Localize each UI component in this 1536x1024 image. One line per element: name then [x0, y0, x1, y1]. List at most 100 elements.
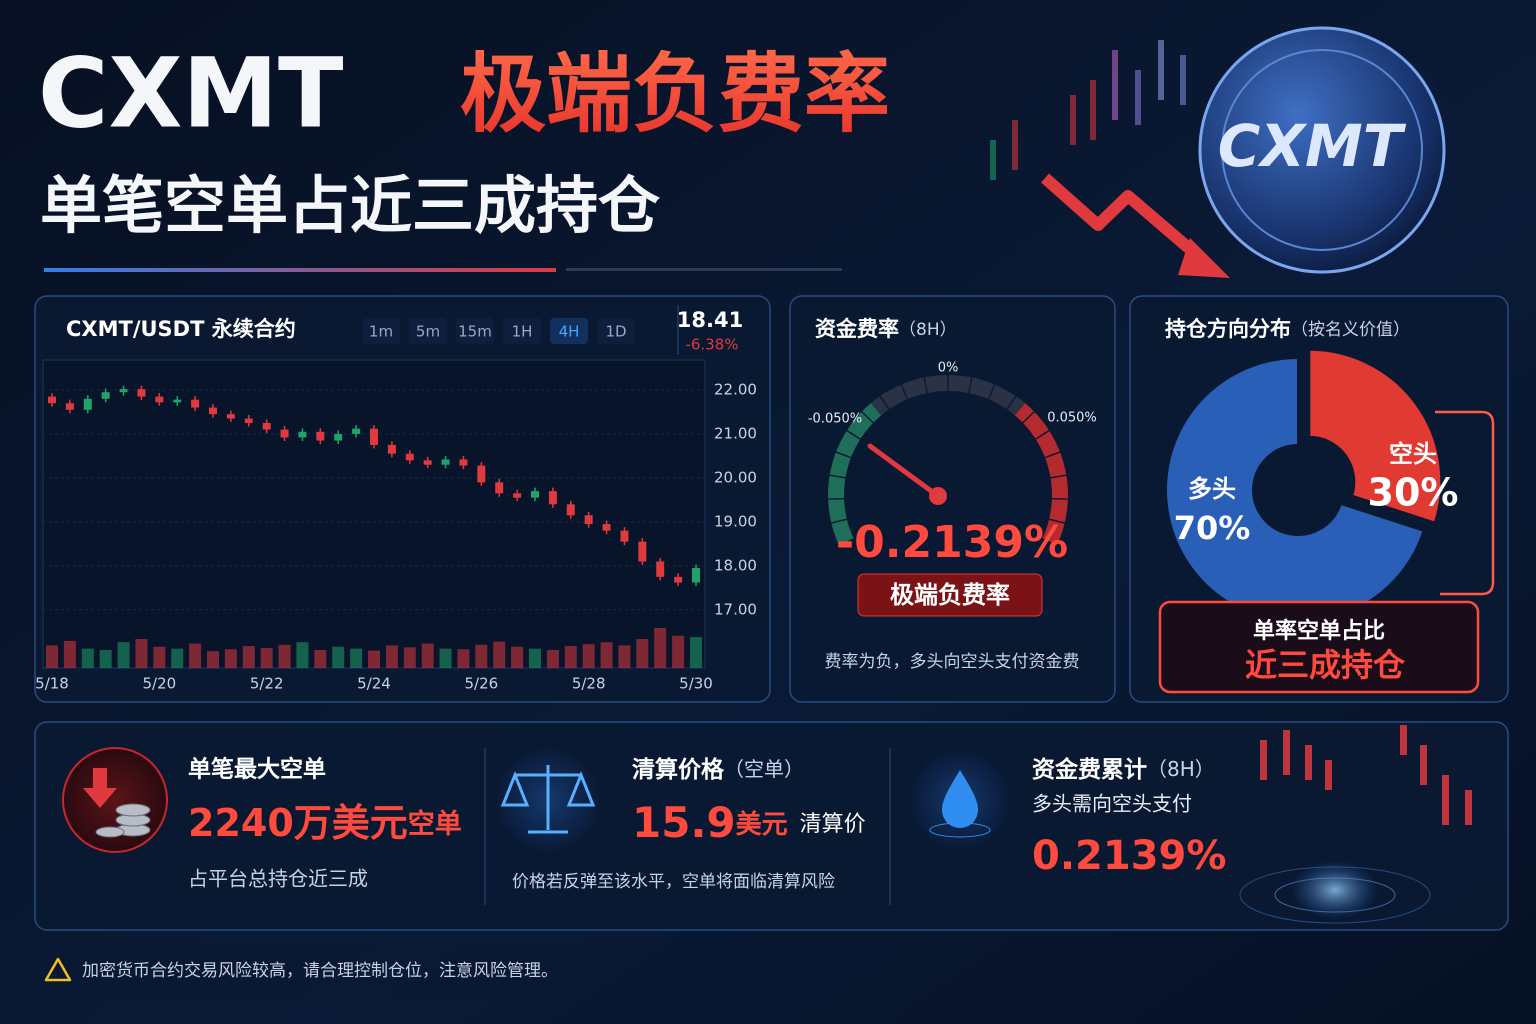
volume-bar [618, 645, 631, 668]
candle-body [692, 568, 700, 583]
position-title-note: （按名义价值） [1291, 320, 1410, 340]
candle-body [191, 399, 200, 408]
candle-body [584, 515, 593, 525]
card-subtitle: 多头需向空头支付 [1032, 792, 1192, 816]
price-change: -6.38% [685, 336, 738, 354]
gauge-label: 0.050% [1047, 411, 1097, 426]
gauge-needle [867, 443, 941, 499]
candle-body [48, 396, 56, 404]
volume-bar [153, 646, 166, 668]
volume-bar [439, 648, 452, 668]
callout-value: 近三成持仓 [1245, 646, 1406, 684]
disclaimer: 加密货币合约交易风险较高，请合理控制仓位，注意风险管理。 [82, 961, 558, 981]
timeframe-button[interactable] [550, 318, 588, 344]
position-title: 持仓方向分布（按名义价值） [1165, 317, 1410, 341]
candle-body [531, 491, 539, 498]
candle-body [316, 431, 325, 441]
volume-bar [189, 643, 202, 668]
timeframe-label[interactable]: 5m [416, 323, 440, 341]
donut-slice [1308, 348, 1443, 524]
volume-bar [117, 642, 130, 668]
candle-body [441, 459, 450, 465]
volume-bar [63, 640, 76, 668]
underline-gray [566, 268, 842, 271]
gauge-label: -0.050% [808, 412, 862, 427]
timeframe-button[interactable] [456, 318, 494, 344]
gauge-tick [923, 377, 929, 394]
gauge-tick [1048, 518, 1065, 524]
gauge-tick [828, 497, 845, 500]
gauge-tick [967, 377, 973, 394]
timeframe-button[interactable] [362, 318, 400, 344]
badge [857, 573, 1043, 617]
candle-body [334, 433, 343, 441]
candle-body [459, 459, 468, 466]
candle-body [280, 429, 289, 438]
disclaimer-bar [35, 945, 595, 995]
underline [44, 268, 556, 272]
candle-body [387, 444, 396, 454]
volume-bar [171, 648, 184, 668]
y-tick-label: 18.00 [714, 556, 757, 574]
volume-bar [135, 638, 148, 668]
gauge-tick [1035, 429, 1050, 440]
icon-drop [942, 770, 978, 828]
card-value-unit: 美元 [736, 809, 788, 840]
volume-bar [278, 644, 291, 668]
gauge-tick [1050, 474, 1067, 479]
gauge-tick [835, 451, 852, 459]
x-tick-label: 5/18 [35, 675, 69, 693]
volume-bar [582, 644, 595, 668]
stats-panel [34, 721, 1509, 931]
volume-bar [672, 635, 685, 668]
candle-body [137, 389, 146, 397]
icon-coins [95, 803, 151, 838]
timeframe-label[interactable]: 1D [605, 323, 626, 341]
timeframe-label[interactable]: 4H [559, 323, 580, 341]
candle-body [620, 530, 629, 542]
candle-body [226, 414, 235, 419]
gauge-hub [929, 487, 947, 505]
volume-bar [690, 637, 702, 668]
badge-text: 极端负费率 [890, 581, 1010, 609]
icon-scale [500, 765, 596, 834]
card-title-note: （8H） [1147, 757, 1215, 781]
volume-bar [242, 646, 255, 668]
timeframe-button[interactable] [409, 318, 447, 344]
gauge-tick [1041, 538, 1058, 547]
timeframe-button[interactable] [503, 318, 541, 344]
slice-value: 70% [1174, 509, 1251, 547]
plot-area [42, 359, 706, 669]
gauge-tick [861, 411, 874, 424]
volume-bar [529, 648, 541, 668]
headline: 极端负费率 [460, 44, 890, 144]
card-note: 占平台总持仓近三成 [188, 867, 368, 891]
timeframe-label[interactable]: 15m [458, 323, 492, 341]
callout-title: 单率空单占比 [1253, 618, 1385, 644]
card-note: 价格若反弹至该水平，空单将面临清算风险 [512, 872, 835, 892]
gauge-tick [1051, 497, 1068, 500]
gauge-tick [900, 384, 909, 400]
candle-body [209, 407, 217, 415]
volume-bar [421, 643, 434, 668]
gauge-tick [1006, 395, 1017, 410]
timeframe-label[interactable]: 1m [369, 323, 393, 341]
card-title: 清算价格（空单） [632, 756, 804, 783]
timeframe-label[interactable]: 1H [512, 323, 533, 341]
volume-bar [385, 645, 398, 668]
card-value-main: 2240万美元 [188, 801, 408, 845]
y-tick-label: 22.00 [714, 380, 757, 398]
card-title: 资金费累计（8H） [1032, 756, 1215, 783]
candle-body [602, 524, 611, 531]
volume-bar [368, 650, 380, 668]
volume-bar [332, 646, 345, 668]
slice-value: 30% [1368, 471, 1459, 515]
trend-arrow-head [1178, 238, 1230, 278]
card-value-suffix: 空单 [408, 808, 462, 840]
timeframe-button[interactable] [597, 318, 635, 344]
card-title: 单笔最大空单 [188, 756, 326, 783]
volume-bar [654, 628, 667, 668]
funding-title: 资金费率（8H） [815, 317, 957, 341]
candle-body [674, 576, 683, 583]
card-value: 2240万美元空单 [188, 801, 462, 845]
